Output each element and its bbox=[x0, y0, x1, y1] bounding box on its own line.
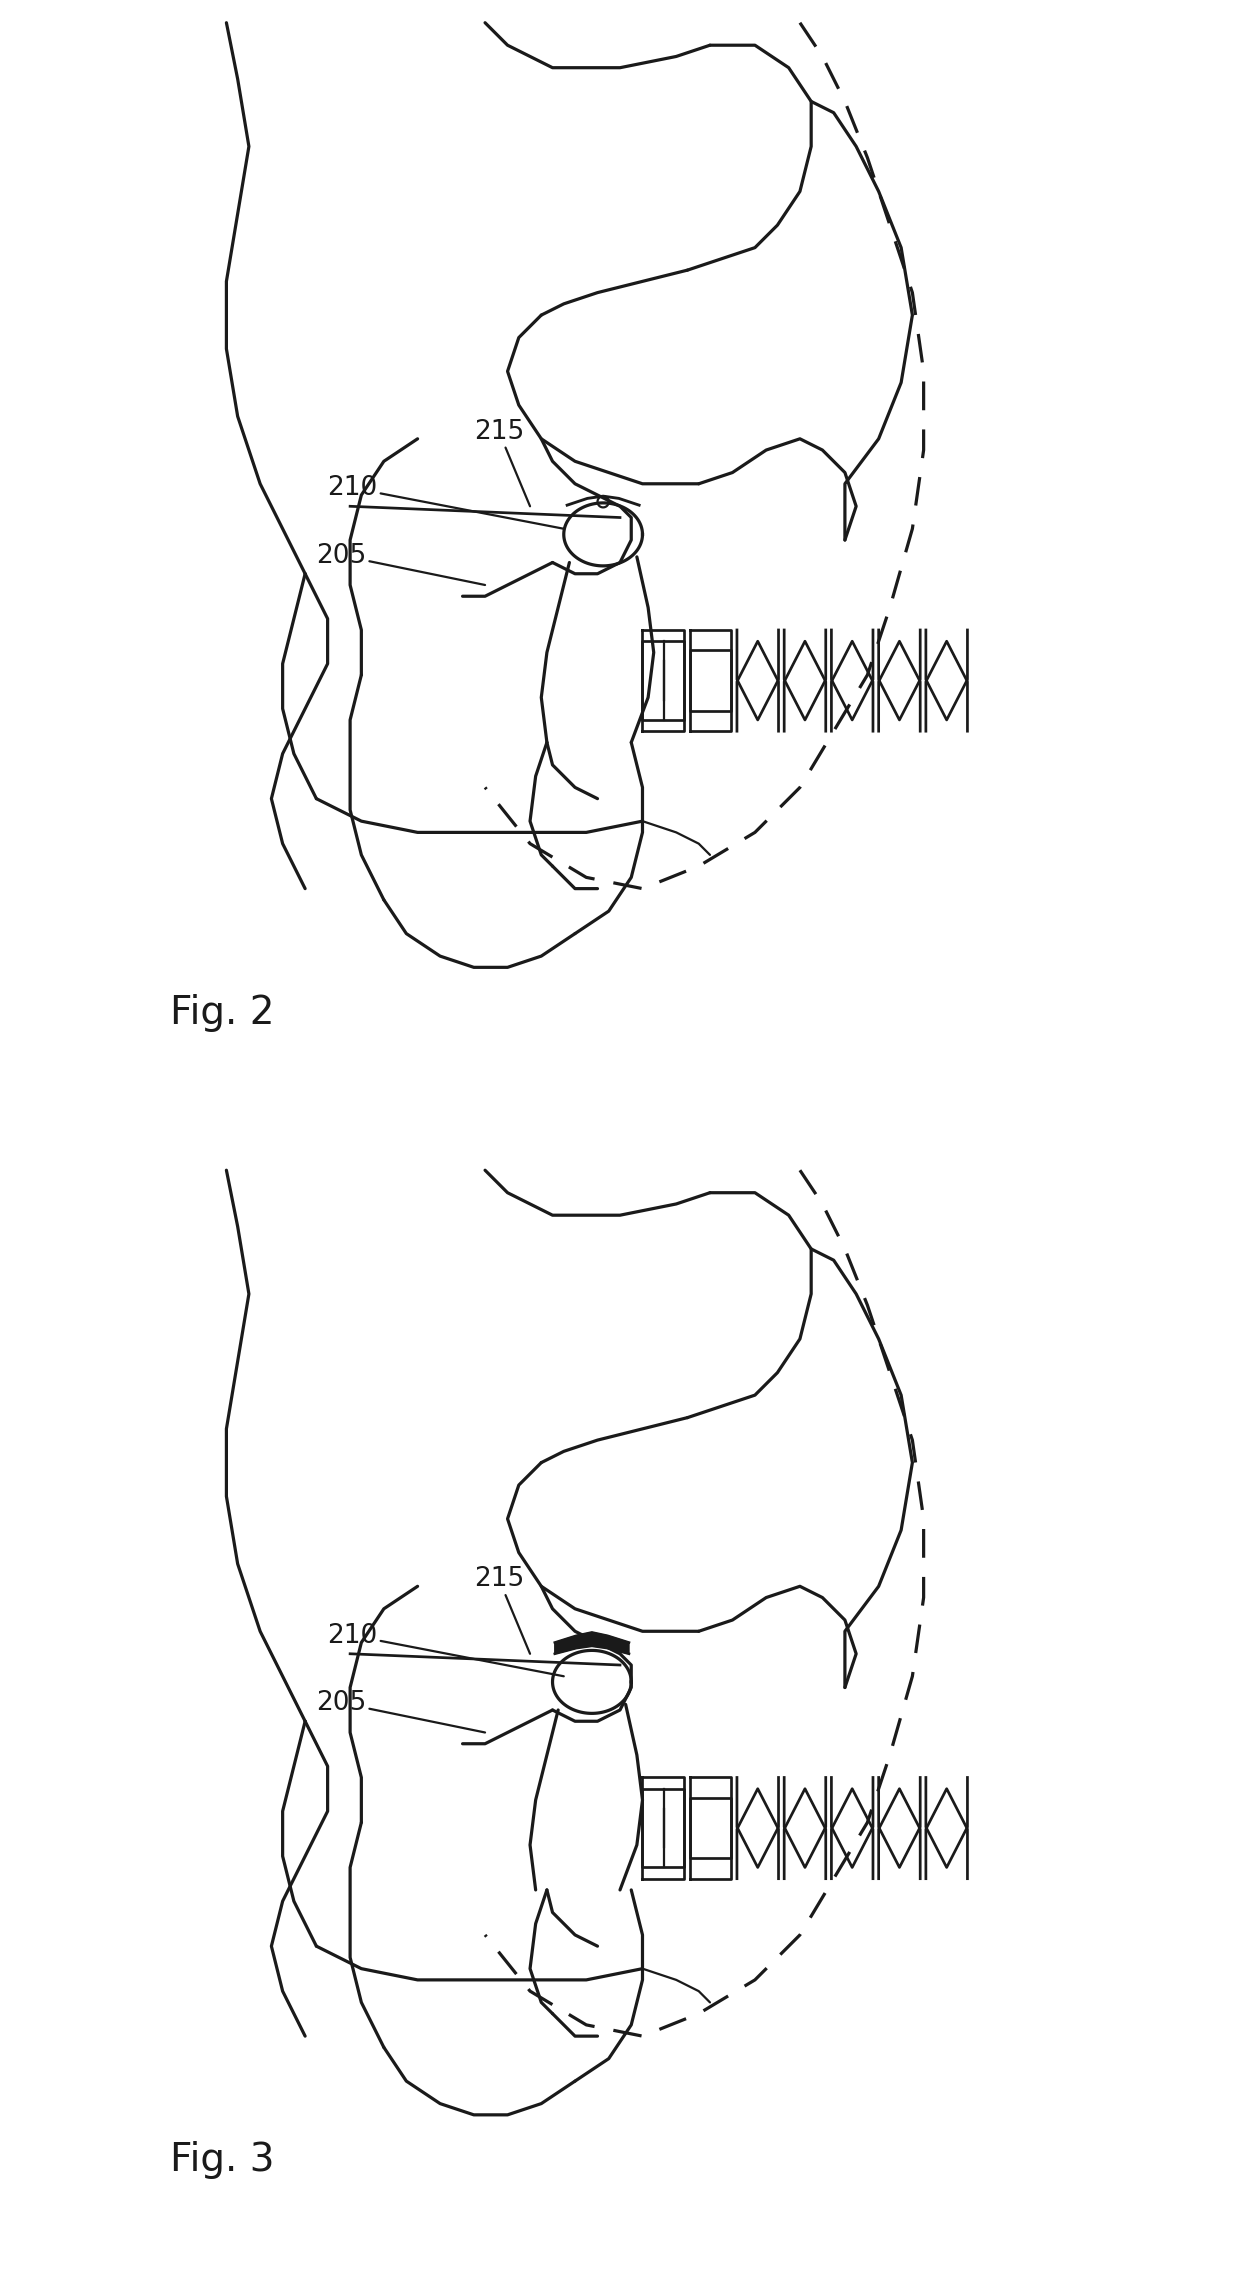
Text: 210: 210 bbox=[327, 475, 564, 528]
Text: 215: 215 bbox=[474, 1565, 529, 1655]
Text: 205: 205 bbox=[316, 1689, 485, 1733]
Text: 205: 205 bbox=[316, 542, 485, 585]
Text: 210: 210 bbox=[327, 1623, 564, 1675]
Polygon shape bbox=[554, 1632, 629, 1655]
Text: Fig. 3: Fig. 3 bbox=[170, 2141, 275, 2178]
Text: 215: 215 bbox=[474, 418, 529, 507]
Text: Fig. 2: Fig. 2 bbox=[170, 994, 275, 1030]
